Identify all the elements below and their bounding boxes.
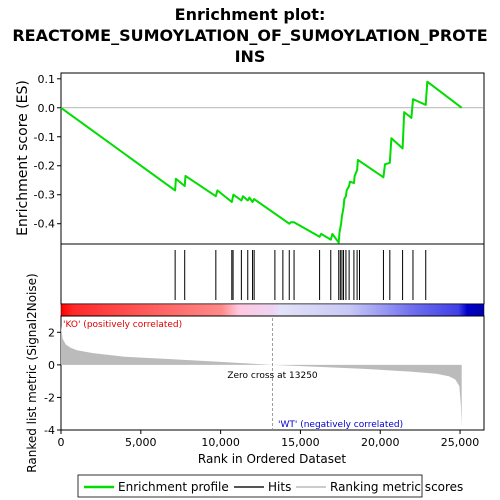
metric-panel: 2 0 -2 -4 Zero cross at 13250 'KO' (positiv… xyxy=(25,273,485,473)
metric-y-tick-label: -2 xyxy=(44,391,55,404)
rank-x-axis: 0 5,000 10,000 15,000 20,000 25,000 xyxy=(58,430,480,449)
legend: Enrichment profile Hits Ranking metric s… xyxy=(77,474,463,498)
metric-y-tick-label: 0 xyxy=(48,359,55,372)
x-tick-label: 20,000 xyxy=(361,436,400,449)
zero-cross-annotation: Zero cross at 13250 xyxy=(227,371,318,381)
metric-y-axis-label: Ranked list metric (Signal2Noise) xyxy=(25,273,39,472)
x-axis-label: Rank in Ordered Dataset xyxy=(198,452,346,466)
hits-panel xyxy=(60,243,485,305)
positive-correlation-label: 'KO' (positively correlated) xyxy=(63,320,182,330)
enrichment-profile-line xyxy=(60,80,463,244)
es-y-tick-label: -0.3 xyxy=(34,189,55,202)
x-tick-label: 15,000 xyxy=(281,436,320,449)
chart-title-line-2: REACTOME_SUMOYLATION_OF_SUMOYLATION_PROT… xyxy=(12,26,487,45)
es-panel-frame xyxy=(60,72,485,245)
metric-y-tick-label: 2 xyxy=(48,326,55,339)
es-y-tick-label: -0.1 xyxy=(34,131,55,144)
hit-lines-group xyxy=(174,250,427,300)
hits-panel-frame xyxy=(60,243,485,305)
x-tick-label: 25,000 xyxy=(441,436,480,449)
x-tick-label: 5,000 xyxy=(125,436,157,449)
es-y-axis-label: Enrichment score (ES) xyxy=(15,80,31,236)
x-tick-label: 10,000 xyxy=(201,436,240,449)
legend-metric-label: Ranking metric scores xyxy=(330,480,463,494)
es-panel: 0.1 0.0 -0.1 -0.2 -0.3 -0.4 Enrichment score … xyxy=(15,72,485,245)
es-y-tick-label: -0.2 xyxy=(34,160,55,173)
legend-enrichment-label: Enrichment profile xyxy=(118,480,229,494)
negative-correlation-label: 'WT' (negatively correlated) xyxy=(278,420,403,430)
metric-y-ticks: 2 0 -2 -4 xyxy=(44,326,61,437)
legend-hits-label: Hits xyxy=(268,480,291,494)
es-y-tick-label: -0.4 xyxy=(34,218,55,231)
chart-title-line-1: Enrichment plot: xyxy=(175,5,326,24)
ranking-color-bar xyxy=(60,303,485,317)
color-bar-gradient xyxy=(60,303,485,317)
es-y-tick-label: 0.0 xyxy=(38,102,56,115)
metric-y-tick-label: -4 xyxy=(44,424,55,437)
es-y-tick-label: 0.1 xyxy=(38,73,56,86)
chart-title-line-3: INS xyxy=(235,47,266,66)
es-y-ticks: 0.1 0.0 -0.1 -0.2 -0.3 -0.4 xyxy=(34,73,61,231)
x-tick-label: 0 xyxy=(58,436,65,449)
